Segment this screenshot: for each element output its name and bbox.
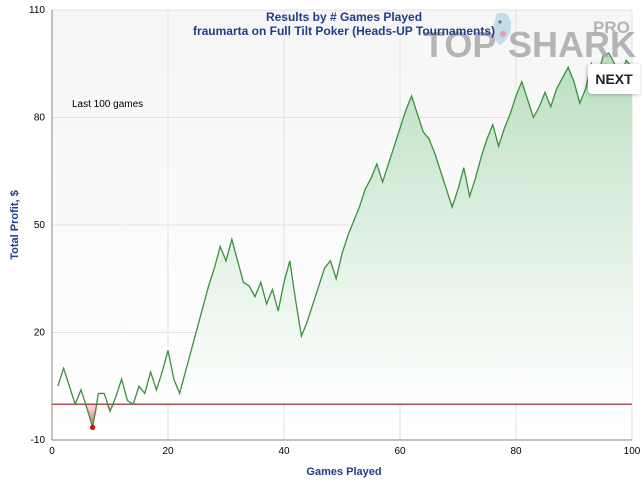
chart-title: Results by # Games Played — [266, 10, 422, 24]
chart-subtitle: fraumarta on Full Tilt Poker (Heads-UP T… — [193, 24, 495, 38]
logo-shark-text: SHARK — [508, 24, 636, 65]
x-axis-label: Games Played — [306, 466, 381, 478]
profit-line — [57, 52, 633, 428]
x-tick-label: 0 — [49, 446, 55, 457]
y-tick-label: 50 — [34, 220, 46, 231]
range-annotation: Last 100 games — [72, 99, 143, 110]
y-tick-label: -10 — [31, 435, 46, 446]
x-tick-label: 80 — [510, 446, 522, 457]
logo-pro-text: PRO — [593, 18, 630, 37]
next-button[interactable]: NEXT — [588, 64, 640, 94]
logo-top-text: TOP — [423, 24, 496, 65]
minimum-point-marker — [90, 424, 96, 431]
x-tick-labels: 0 20 40 60 80 100 — [49, 446, 641, 457]
profit-area-positive — [57, 53, 633, 405]
topshark-logo: TOP SHARK PRO — [423, 12, 636, 65]
y-tick-labels: -10 20 50 80 110 — [29, 5, 45, 446]
x-tick-label: 40 — [278, 446, 290, 457]
y-tick-label: 110 — [29, 5, 45, 16]
x-tick-label: 20 — [162, 446, 174, 457]
y-tick-label: 20 — [34, 328, 46, 339]
y-tick-label: 80 — [34, 113, 46, 124]
y-axis-label: Total Profit, $ — [9, 190, 21, 259]
shark-icon — [493, 12, 512, 45]
x-tick-label: 100 — [624, 446, 641, 457]
x-tick-label: 60 — [394, 446, 406, 457]
